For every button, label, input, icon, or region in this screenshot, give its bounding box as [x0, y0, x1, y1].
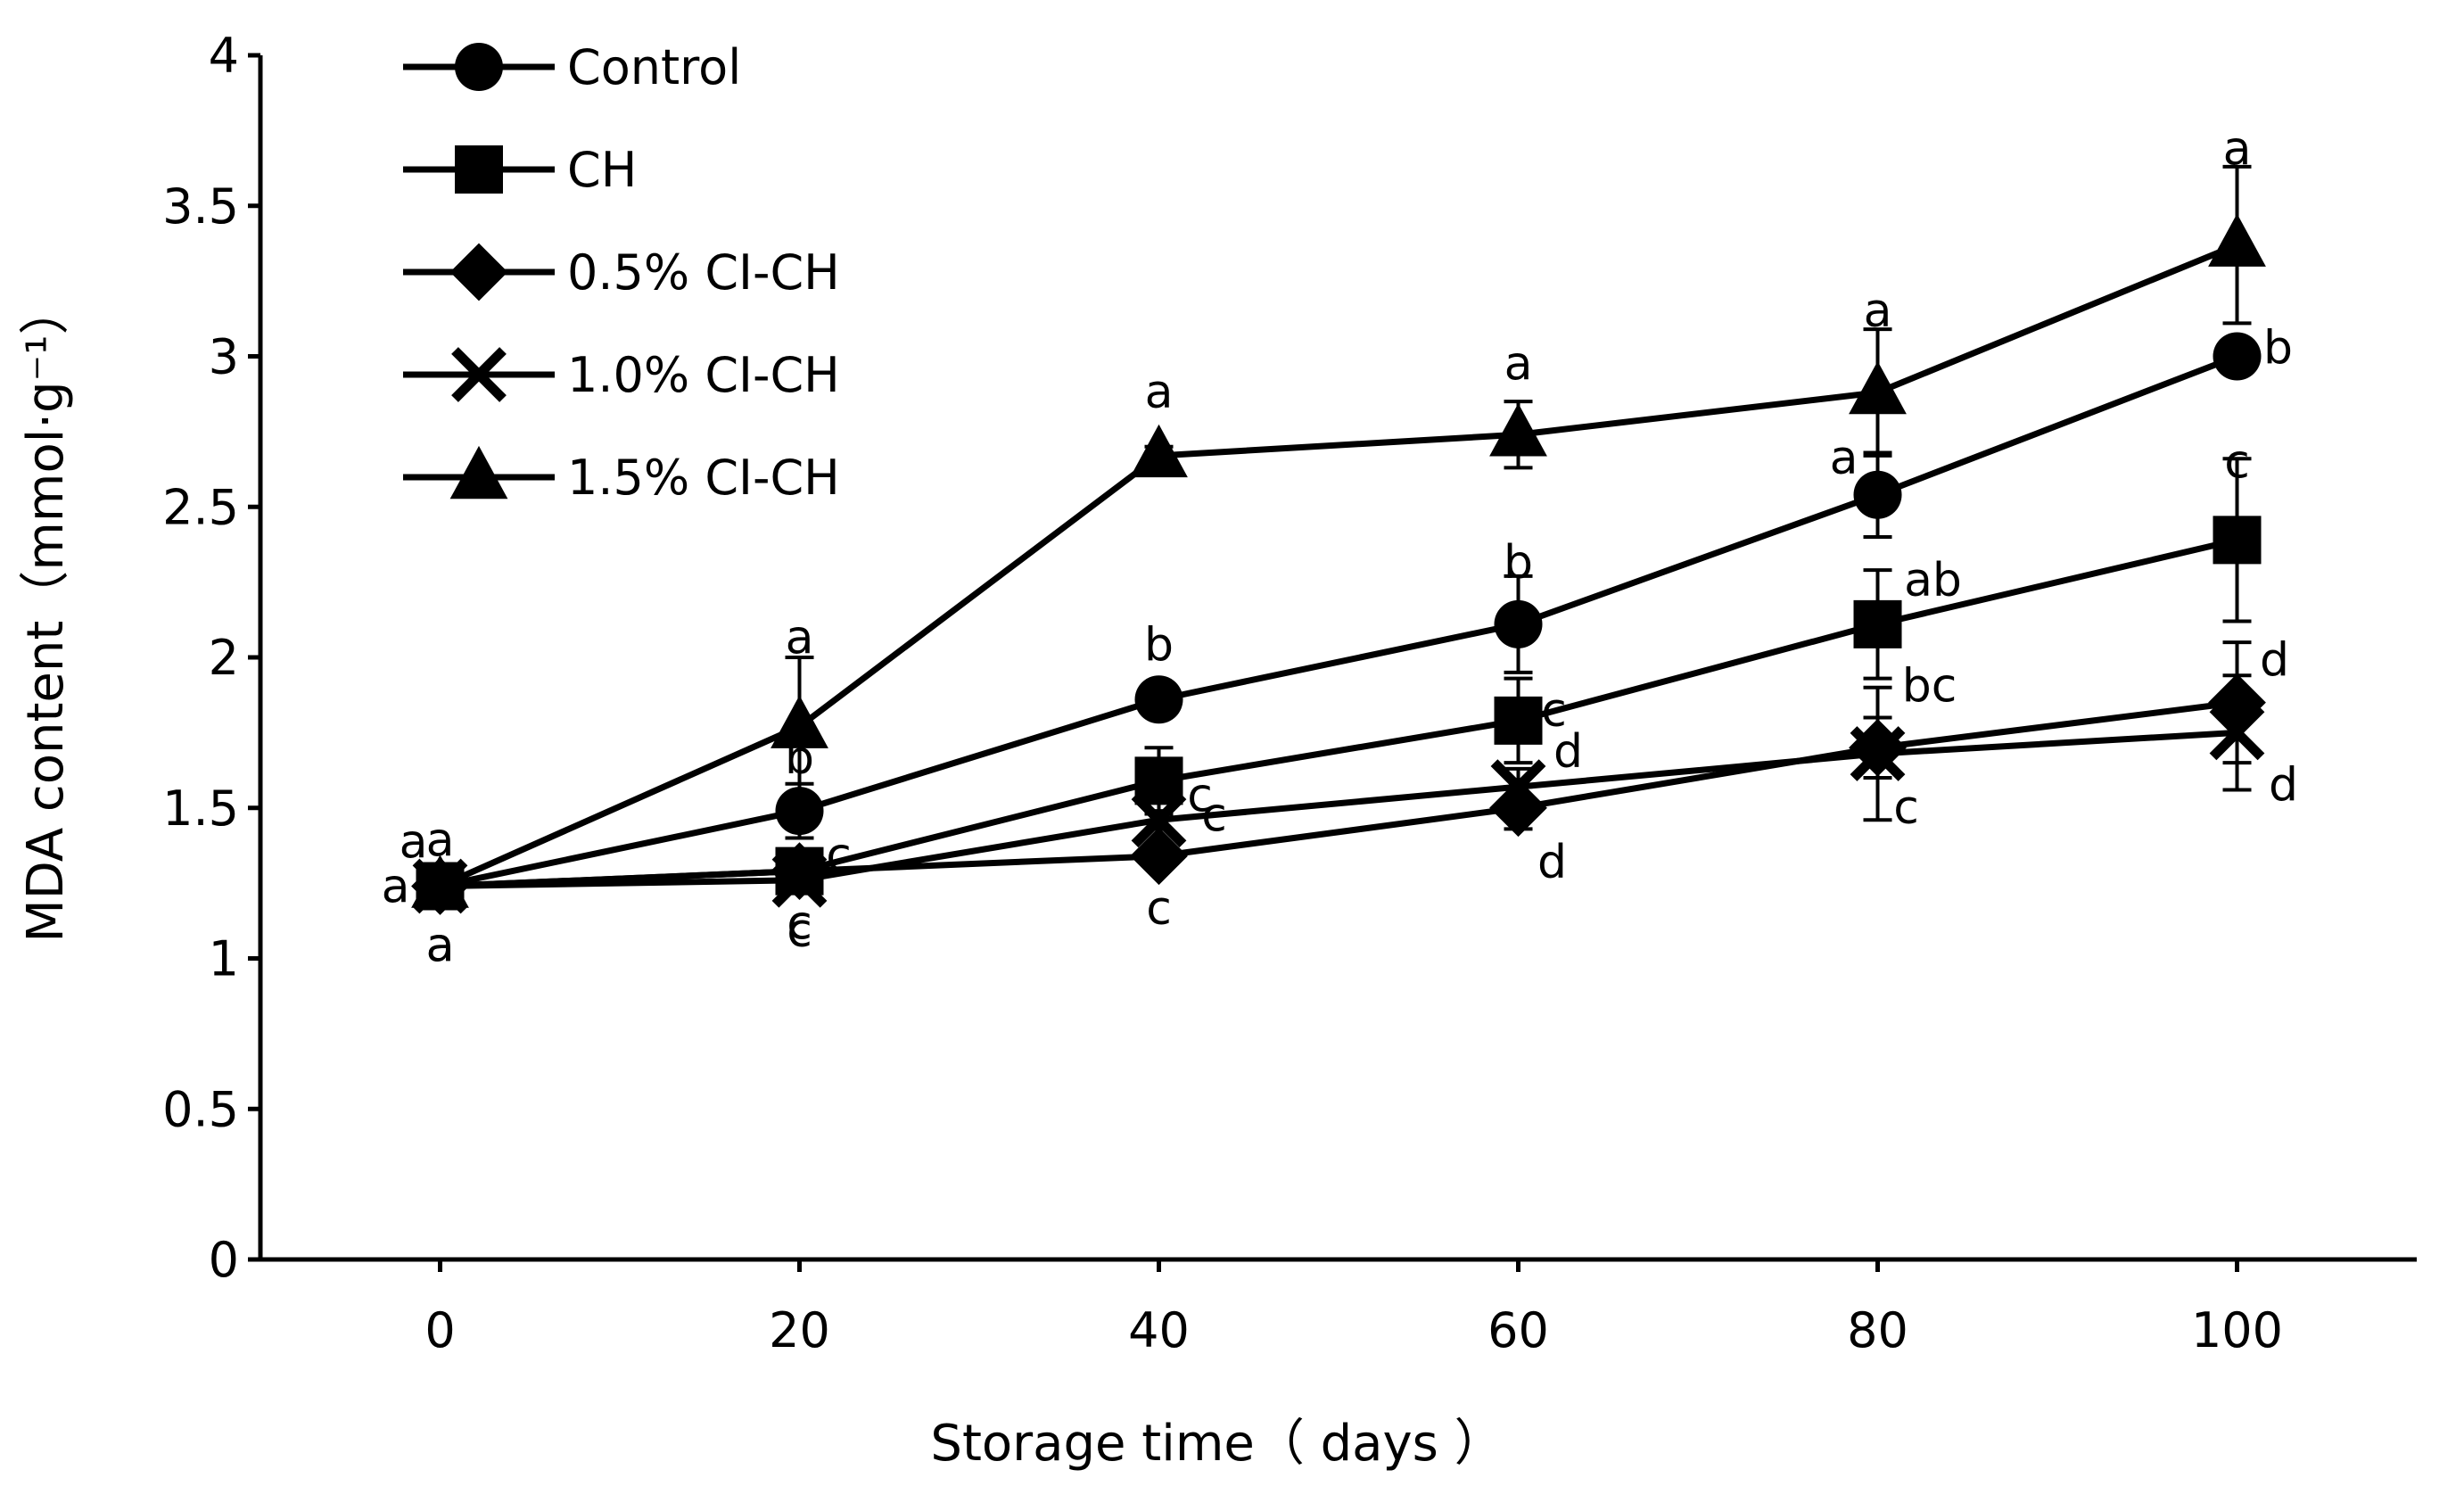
significance-letter: c [1201, 789, 1227, 842]
y-axis-title: MDA content（mmol·g⁻¹） [17, 285, 75, 942]
point-0-5-ci-ch [2208, 673, 2266, 732]
significance-letter: c [1541, 684, 1567, 738]
legend-marker-0-5-ci-ch [449, 243, 508, 301]
legend: Control CH 0.5% CI-CH 1.0% CI-CH 1.5% CI-CH [403, 39, 840, 506]
point-1-5-ci-ch [1849, 360, 1907, 415]
significance-letter: d [2269, 758, 2298, 812]
series-line-1-0-ci-ch [440, 729, 2237, 889]
point-ch [2213, 516, 2262, 565]
series-lines [439, 242, 2238, 889]
x-tick-label: 40 [1128, 1302, 1190, 1358]
significance-letter: a [2223, 123, 2252, 177]
significance-letter: d [1553, 725, 1583, 779]
point-0-5-ci-ch [771, 842, 828, 901]
significance-letter: a [426, 920, 455, 973]
point-0-5-ci-ch [1130, 827, 1188, 886]
point-control [1494, 599, 1543, 648]
significance-letter: b [2263, 322, 2293, 376]
significance-letter: a [426, 814, 455, 868]
point-1-5-ci-ch [411, 855, 469, 908]
point-1-5-ci-ch [1489, 403, 1547, 457]
point-1-0-ci-ch [1490, 759, 1546, 815]
axes: 00.511.522.533.540 20 40 60 80 100 [162, 28, 2417, 1358]
significance-letter: b [785, 731, 814, 785]
point-ch [1853, 599, 1902, 648]
series-line-0-5-ci-ch [440, 699, 2237, 889]
point-1-5-ci-ch [1130, 424, 1188, 478]
significance-letter: c [787, 904, 812, 958]
significance-letter: b [1144, 618, 1174, 672]
y-tick-label: 0.5 [162, 1081, 239, 1137]
x-tick-label: 0 [424, 1302, 455, 1358]
point-control [1853, 470, 1902, 519]
significance-letter: a [786, 612, 814, 665]
significance-letter: c [826, 830, 852, 883]
y-tick-label: 1 [209, 931, 239, 987]
legend-label-1-0-ci-ch: 1.0% CI-CH [567, 347, 840, 403]
significance-letter: a [1145, 366, 1174, 419]
significance-letter: c [1893, 781, 1919, 835]
significance-letter: ab [1904, 554, 1962, 607]
y-tick-label: 2 [209, 630, 239, 686]
significance-letter: bc [1902, 659, 1957, 713]
legend-label-0-5-ci-ch: 0.5% CI-CH [567, 244, 840, 301]
point-control [775, 787, 824, 836]
significance-letter: a [426, 920, 455, 973]
x-tick-label: 20 [769, 1302, 830, 1358]
significance-letter: a [1830, 432, 1858, 485]
legend-marker-control [455, 43, 503, 91]
x-tick-label: 100 [2191, 1302, 2283, 1358]
legend-marker-1-0-ci-ch [451, 347, 507, 402]
legend-label-control: Control [567, 39, 741, 95]
y-tick-label: 3 [209, 329, 239, 385]
point-1-5-ci-ch [771, 695, 828, 748]
point-1-0-ci-ch [1850, 726, 1906, 781]
significance-letter: a [1504, 337, 1533, 391]
point-1-0-ci-ch [771, 852, 828, 908]
point-ch [1134, 756, 1183, 805]
significance-letter: b [1504, 536, 1533, 590]
significance-letter: d [1537, 836, 1567, 889]
significance-letter: c [1146, 882, 1172, 936]
x-tick-label: 80 [1847, 1302, 1908, 1358]
x-axis-title: Storage time（ days ） [930, 1415, 1504, 1473]
significance-letter: a [1864, 285, 1892, 338]
point-1-0-ci-ch [2209, 705, 2265, 761]
point-control [2213, 332, 2262, 381]
y-tick-label: 4 [209, 28, 239, 84]
legend-marker-1-5-ci-ch [449, 445, 508, 500]
legend-marker-ch [455, 145, 503, 194]
significance-letter: c [1187, 769, 1213, 822]
legend-label-ch: CH [567, 142, 637, 198]
significance-letter: c [2224, 435, 2250, 489]
y-tick-label: 3.5 [162, 178, 239, 235]
x-tick-label: 60 [1487, 1302, 1549, 1358]
point-0-5-ci-ch [1489, 779, 1547, 838]
y-tick-label: 2.5 [162, 479, 239, 535]
point-ch [1494, 696, 1543, 745]
significance-letter: a [382, 861, 410, 914]
markers [411, 213, 2266, 915]
significance-letter: a [400, 816, 428, 870]
significance-letter: d [2260, 634, 2289, 688]
y-tick-label: 1.5 [162, 780, 239, 837]
point-control [1134, 675, 1183, 724]
series-line-control [439, 353, 2238, 889]
point-1-5-ci-ch [2208, 213, 2266, 267]
point-1-0-ci-ch [1131, 792, 1187, 848]
significance-letter: c [787, 897, 812, 951]
legend-label-1-5-ci-ch: 1.5% CI-CH [567, 450, 840, 506]
series-line-1-5-ci-ch [439, 242, 2238, 889]
y-tick-label: 0 [209, 1232, 239, 1288]
